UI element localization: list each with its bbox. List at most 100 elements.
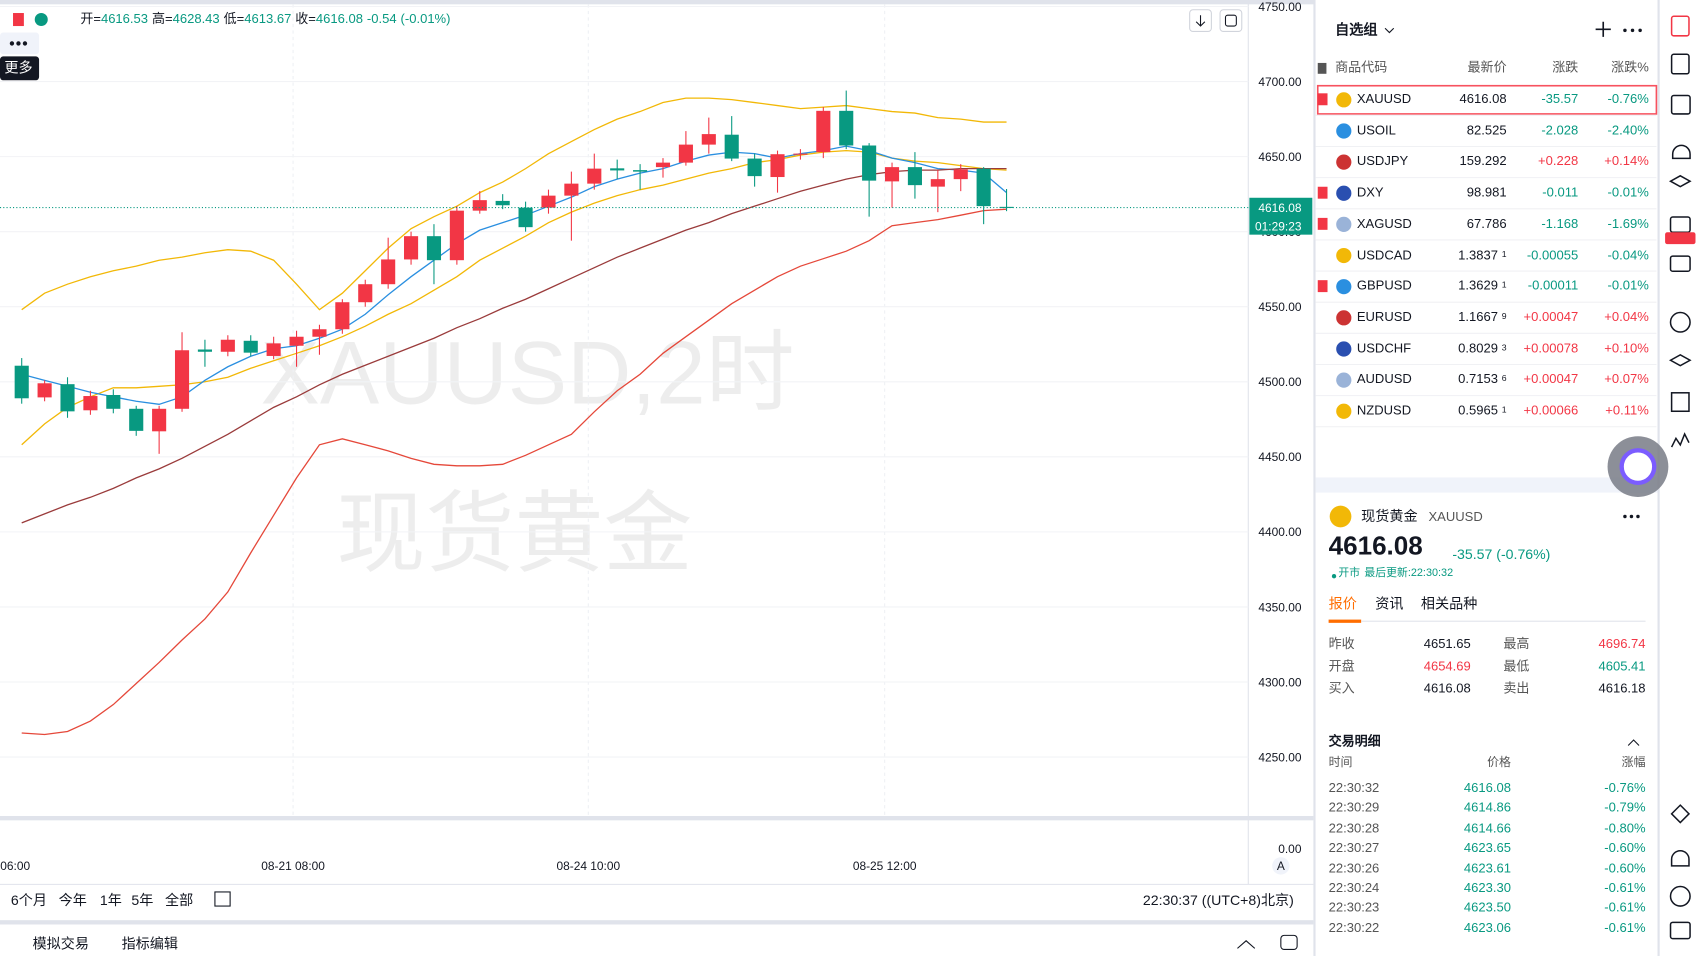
collapse-icon[interactable] bbox=[1237, 940, 1256, 949]
open-dot bbox=[1331, 574, 1337, 579]
reset-icon bbox=[1224, 14, 1237, 27]
auto-label: A bbox=[1277, 859, 1285, 873]
watchlist-title[interactable]: 自选组 bbox=[1335, 21, 1378, 38]
change: -1.168 bbox=[1541, 215, 1579, 231]
candle-body bbox=[793, 153, 808, 155]
dropdown-icon[interactable] bbox=[1384, 27, 1395, 34]
footer-button[interactable]: 指标编辑 bbox=[121, 935, 179, 952]
range-button[interactable]: 5年 bbox=[131, 891, 154, 909]
flag-header-icon bbox=[1317, 62, 1327, 74]
symbol[interactable]: USOIL bbox=[1356, 122, 1396, 138]
y-tick-label: 4650.00 bbox=[1258, 150, 1301, 164]
price-pip: 1 bbox=[1501, 280, 1507, 290]
status-dot bbox=[34, 13, 48, 27]
candle-body bbox=[60, 384, 75, 412]
candle-body bbox=[449, 210, 464, 261]
range-button[interactable]: 今年 bbox=[58, 891, 87, 909]
column-header: 最新价 bbox=[1467, 59, 1507, 75]
symbol[interactable]: NZDUSD bbox=[1356, 402, 1412, 418]
change-pct: (-0.01%) bbox=[400, 10, 451, 27]
stat-value: 4605.41 bbox=[1598, 658, 1646, 674]
add-icon[interactable] bbox=[1595, 21, 1611, 37]
x-tick-label: 08-24 10:00 bbox=[556, 859, 620, 873]
change-pct: +0.11% bbox=[1605, 402, 1649, 418]
ohlc-label: 开= bbox=[80, 10, 101, 27]
price: 67.786 bbox=[1466, 215, 1507, 231]
candle-body bbox=[724, 134, 739, 159]
trade-pct: -0.79% bbox=[1604, 800, 1646, 816]
ohlc-label: 收= bbox=[295, 10, 316, 27]
trade-column: 价格 bbox=[1487, 756, 1511, 770]
updated: 最后更新:22:30:32 bbox=[1364, 567, 1454, 580]
column-header: 涨跌 bbox=[1552, 59, 1579, 75]
footer-button[interactable]: 模拟交易 bbox=[32, 935, 90, 952]
tooltip bbox=[0, 56, 40, 81]
change-pct: -2.40% bbox=[1607, 122, 1649, 138]
stat-label: 最高 bbox=[1503, 635, 1530, 652]
panel-separator bbox=[1313, 0, 1316, 956]
symbol[interactable]: EURUSD bbox=[1356, 309, 1412, 325]
candle-body bbox=[701, 134, 716, 145]
candle-body bbox=[907, 167, 922, 186]
collapse-icon[interactable] bbox=[1627, 739, 1640, 746]
change-pct: +0.07% bbox=[1604, 371, 1649, 387]
dot[interactable] bbox=[1638, 28, 1642, 33]
stat-value: 4654.69 bbox=[1423, 658, 1471, 674]
symbol-icon bbox=[1336, 92, 1352, 108]
symbol[interactable]: DXY bbox=[1356, 184, 1384, 200]
x-tick-label: 06:00 bbox=[0, 859, 30, 873]
price: 1.1667 bbox=[1458, 309, 1498, 325]
candle-body bbox=[335, 302, 350, 330]
trade-time: 22:30:29 bbox=[1328, 800, 1380, 816]
symbol[interactable]: XAGUSD bbox=[1356, 215, 1412, 231]
auto-scale-button[interactable] bbox=[1272, 857, 1290, 875]
dot bbox=[22, 41, 28, 46]
candle-body bbox=[564, 183, 579, 196]
candle-body bbox=[220, 339, 235, 352]
symbol-icon bbox=[1336, 216, 1352, 232]
volume-tick-label: 0.00 bbox=[1278, 842, 1302, 856]
symbol[interactable]: USDJPY bbox=[1356, 153, 1409, 169]
flag-icon bbox=[13, 13, 24, 27]
symbol-icon bbox=[1336, 154, 1352, 170]
symbol[interactable]: USDCHF bbox=[1356, 340, 1412, 356]
fullscreen-icon[interactable] bbox=[1280, 934, 1298, 951]
trade-pct: -0.61% bbox=[1604, 919, 1646, 936]
change-pct: -0.01% bbox=[1607, 277, 1649, 294]
range-button[interactable]: 全部 bbox=[164, 891, 194, 909]
tab[interactable]: 相关品种 bbox=[1420, 595, 1478, 612]
tab[interactable]: 报价 bbox=[1328, 595, 1357, 612]
stat-label: 买入 bbox=[1328, 680, 1355, 696]
price: 1.3837 bbox=[1458, 246, 1498, 263]
candle-body bbox=[862, 145, 877, 181]
symbol[interactable]: GBPUSD bbox=[1356, 277, 1412, 294]
dot[interactable] bbox=[1629, 514, 1634, 519]
dot[interactable] bbox=[1636, 514, 1640, 519]
countdown: 01:29:23 bbox=[1255, 219, 1302, 233]
date-range-icon[interactable] bbox=[214, 891, 231, 907]
candle-body bbox=[197, 349, 212, 352]
change-pct: -1.69% bbox=[1607, 215, 1649, 231]
indicator-line bbox=[21, 208, 1007, 736]
toolbar-icons[interactable] bbox=[1668, 15, 1692, 940]
reset-button[interactable] bbox=[1219, 9, 1243, 33]
trade-price: 4614.66 bbox=[1463, 820, 1511, 836]
trade-time: 22:30:27 bbox=[1328, 840, 1380, 856]
symbol[interactable]: USDCAD bbox=[1356, 246, 1412, 263]
range-button[interactable]: 6个月 bbox=[10, 891, 47, 909]
price-pip: 1 bbox=[1501, 249, 1507, 259]
range-button[interactable]: 1年 bbox=[99, 891, 122, 909]
candle-body bbox=[37, 383, 52, 398]
dot[interactable] bbox=[1623, 28, 1627, 33]
tab[interactable]: 资讯 bbox=[1375, 595, 1404, 612]
candle-body bbox=[884, 167, 900, 182]
trade-time: 22:30:24 bbox=[1328, 880, 1380, 896]
candle-body bbox=[518, 207, 533, 228]
dot[interactable] bbox=[1623, 514, 1627, 519]
candle-body bbox=[495, 200, 510, 206]
candle-body bbox=[587, 168, 602, 184]
stat-label: 卖出 bbox=[1503, 680, 1530, 696]
symbol[interactable]: XAUUSD bbox=[1356, 91, 1412, 107]
dot[interactable] bbox=[1630, 28, 1635, 33]
symbol[interactable]: AUDUSD bbox=[1356, 371, 1412, 387]
